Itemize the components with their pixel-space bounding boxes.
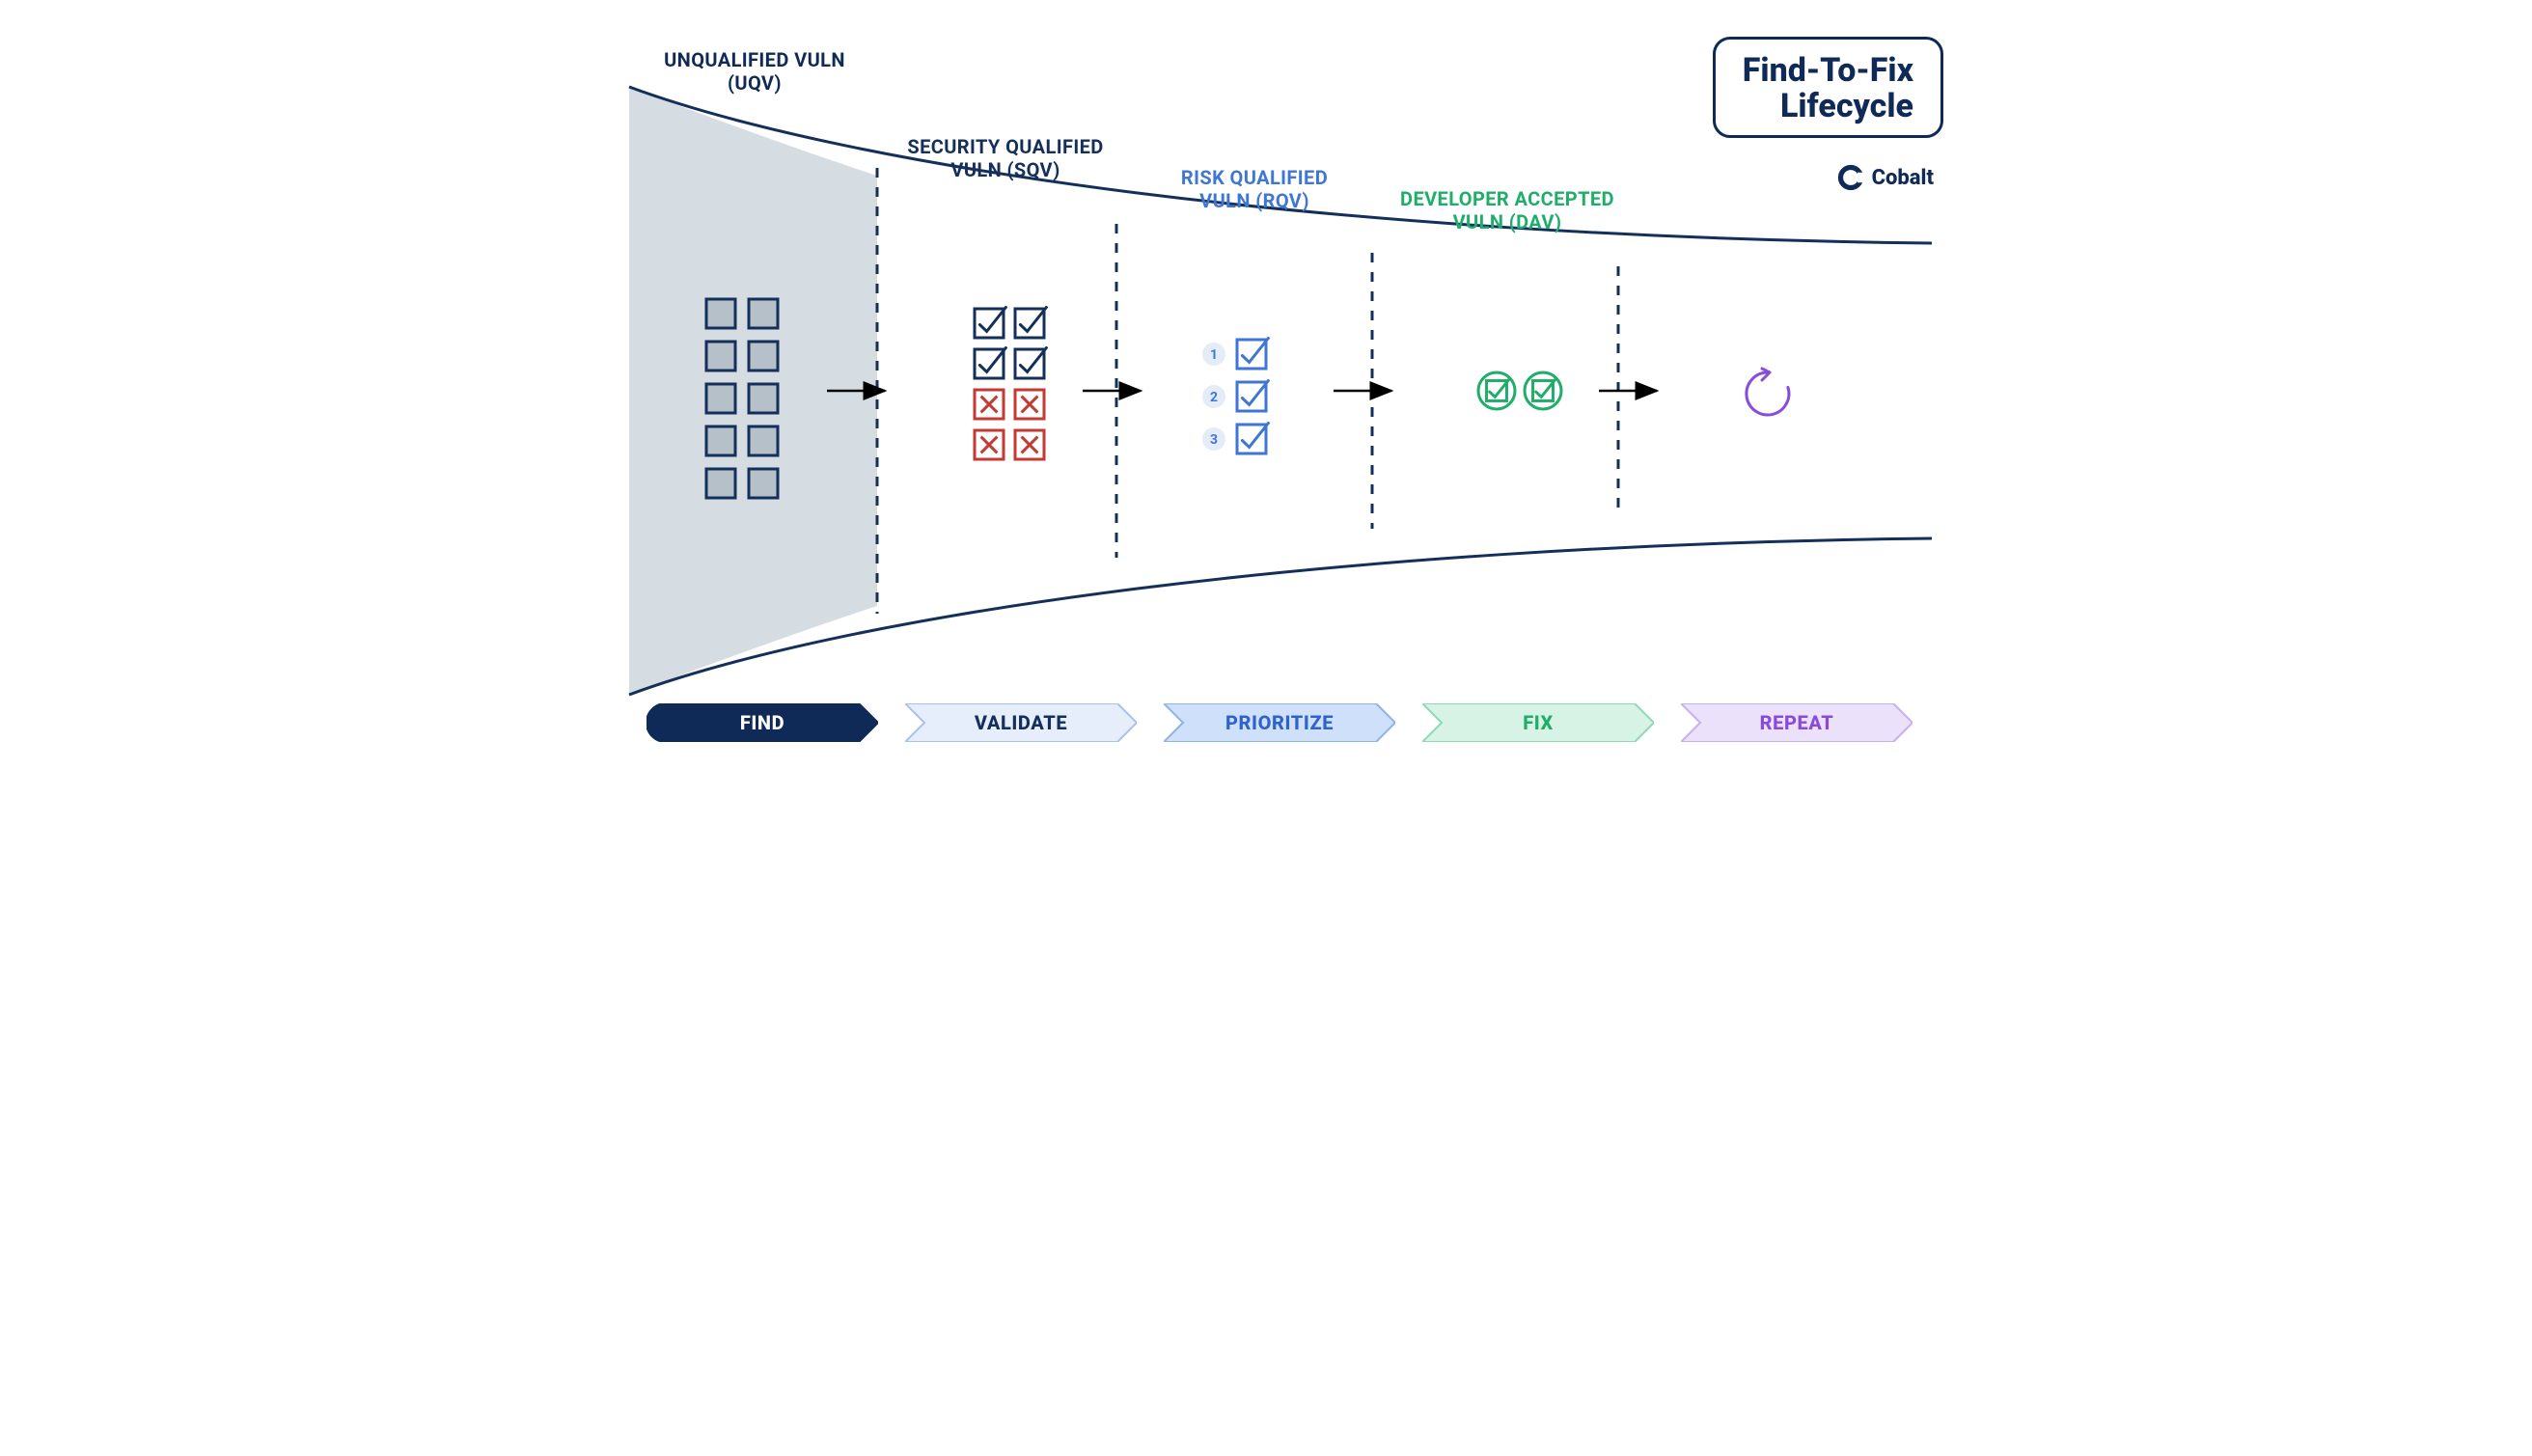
rank-number: 1 <box>1210 347 1218 363</box>
stage-label: VALIDATE <box>905 703 1137 742</box>
cobalt-icon <box>1837 164 1864 191</box>
x-icon <box>1015 430 1044 459</box>
stage-find: FIND <box>647 703 878 742</box>
header-rqv-line1: RISK QUALIFIED <box>1148 166 1361 189</box>
sqv-grid <box>975 308 1046 460</box>
stage-label: FIND <box>647 703 878 742</box>
header-rqv: RISK QUALIFIED VULN (RQV) <box>1148 166 1361 212</box>
stage-validate: VALIDATE <box>905 703 1137 742</box>
check-icon <box>1015 348 1046 379</box>
header-uqv-line2: (UQV) <box>639 71 870 95</box>
stage-prioritize: PRIORITIZE <box>1164 703 1395 742</box>
title-box: Find-To-Fix Lifecycle <box>1713 37 1943 138</box>
header-sqv-line2: VULN (SQV) <box>890 158 1121 181</box>
dav-icons <box>1478 372 1561 409</box>
stage-label: PRIORITIZE <box>1164 703 1395 742</box>
header-dav-line1: DEVELOPER ACCEPTED <box>1382 187 1633 210</box>
header-uqv: UNQUALIFIED VULN (UQV) <box>639 48 870 95</box>
stage-label: REPEAT <box>1681 703 1913 742</box>
check-icon <box>975 308 1005 339</box>
rank-number: 2 <box>1210 390 1218 405</box>
rank-number: 3 <box>1210 432 1218 448</box>
check-icon <box>1015 308 1046 339</box>
x-icon <box>975 390 1004 419</box>
header-uqv-line1: UNQUALIFIED VULN <box>639 48 870 71</box>
x-icon <box>975 430 1004 459</box>
brand-logo: Cobalt <box>1837 164 1934 191</box>
header-sqv-line1: SECURITY QUALIFIED <box>890 135 1121 158</box>
rqv-list: 1 2 3 <box>1202 339 1268 454</box>
header-rqv-line2: VULN (RQV) <box>1148 189 1361 212</box>
brand-text: Cobalt <box>1872 166 1934 190</box>
check-icon <box>1237 424 1268 454</box>
stage-row: FIND VALIDATE PRIORITIZE FIX REPEAT <box>647 703 1913 742</box>
x-icon <box>1015 390 1044 419</box>
stage-label: FIX <box>1422 703 1654 742</box>
check-icon <box>975 348 1005 379</box>
stage-fix: FIX <box>1422 703 1654 742</box>
header-dav: DEVELOPER ACCEPTED VULN (DAV) <box>1382 187 1633 234</box>
header-sqv: SECURITY QUALIFIED VULN (SQV) <box>890 135 1121 181</box>
header-dav-line2: VULN (DAV) <box>1382 210 1633 234</box>
stage-repeat: REPEAT <box>1681 703 1913 742</box>
check-icon <box>1237 381 1268 412</box>
title-line2: Lifecycle <box>1743 89 1913 124</box>
check-icon <box>1237 339 1268 370</box>
repeat-icon <box>1747 369 1789 415</box>
title-line1: Find-To-Fix <box>1743 53 1913 89</box>
